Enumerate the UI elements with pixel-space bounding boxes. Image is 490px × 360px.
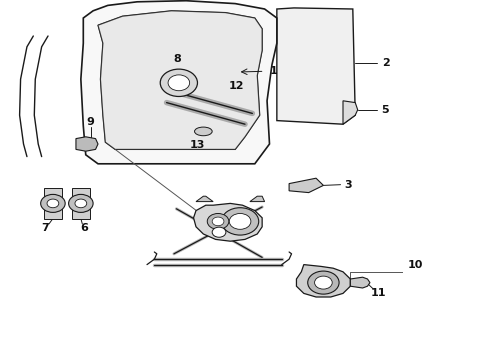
Circle shape — [75, 199, 87, 208]
Polygon shape — [296, 265, 350, 297]
Text: 7: 7 — [41, 222, 49, 233]
Ellipse shape — [195, 127, 212, 136]
Polygon shape — [289, 178, 323, 193]
Text: 1: 1 — [270, 66, 277, 76]
Polygon shape — [44, 188, 62, 219]
Circle shape — [212, 217, 224, 226]
Polygon shape — [81, 1, 277, 164]
Polygon shape — [196, 196, 213, 202]
Circle shape — [41, 194, 65, 212]
Circle shape — [229, 213, 251, 229]
Circle shape — [207, 213, 229, 229]
Polygon shape — [343, 101, 358, 124]
Circle shape — [47, 199, 59, 208]
Polygon shape — [98, 11, 262, 149]
Polygon shape — [250, 196, 265, 202]
Text: 8: 8 — [173, 54, 181, 64]
Text: 10: 10 — [408, 260, 423, 270]
Polygon shape — [194, 203, 262, 241]
Text: 9: 9 — [87, 117, 95, 127]
Text: 6: 6 — [80, 222, 88, 233]
Circle shape — [160, 69, 197, 96]
Text: 5: 5 — [381, 105, 389, 115]
Text: 3: 3 — [344, 180, 352, 190]
Circle shape — [308, 271, 339, 294]
Circle shape — [315, 276, 332, 289]
Text: 13: 13 — [189, 140, 205, 150]
Circle shape — [212, 227, 226, 237]
Circle shape — [69, 194, 93, 212]
Polygon shape — [76, 137, 98, 151]
Polygon shape — [72, 188, 90, 219]
Polygon shape — [98, 11, 262, 149]
Circle shape — [168, 75, 190, 91]
Text: 2: 2 — [382, 58, 390, 68]
Text: 12: 12 — [228, 81, 244, 91]
Polygon shape — [277, 8, 355, 124]
Text: 11: 11 — [370, 288, 386, 298]
Circle shape — [221, 208, 259, 235]
Polygon shape — [350, 277, 370, 288]
